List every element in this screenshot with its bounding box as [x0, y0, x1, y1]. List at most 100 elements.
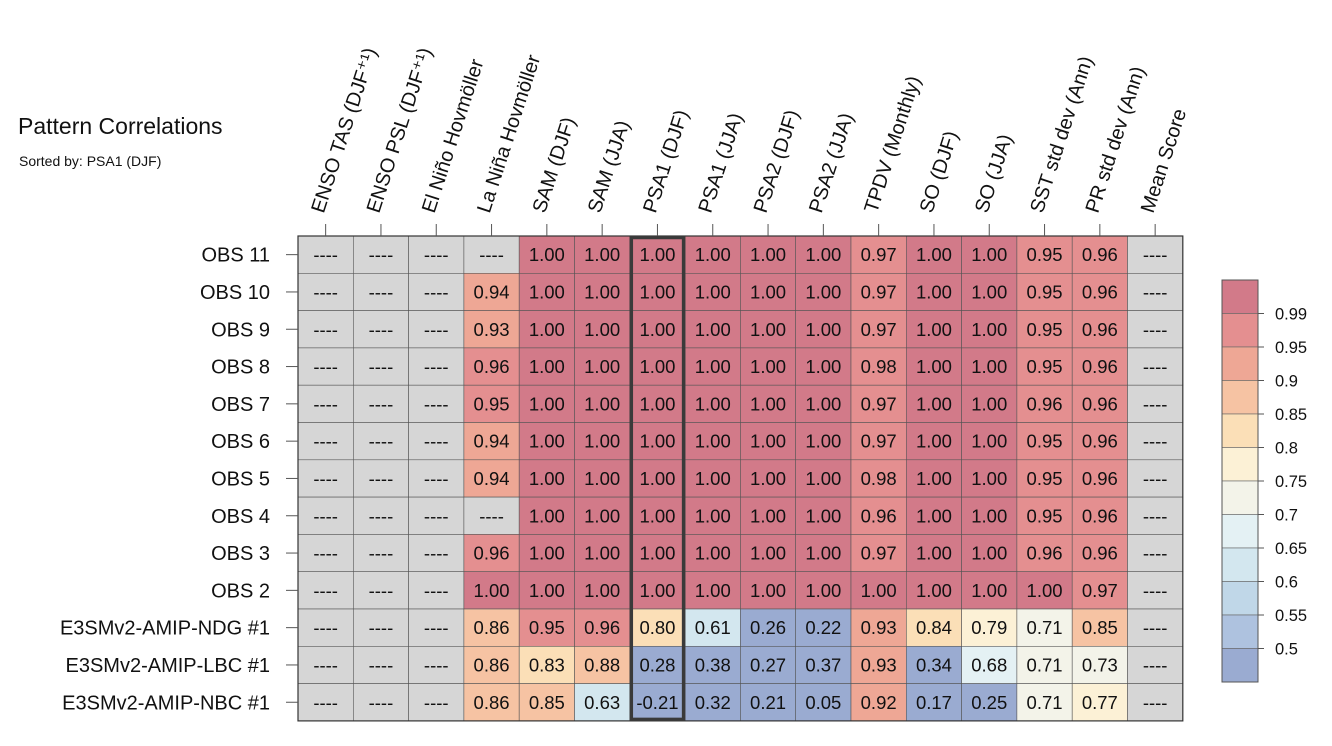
cell-value-label: ----: [424, 393, 449, 414]
cell-value-label: 1.00: [916, 281, 952, 302]
column-label: PSA2 (JJA): [805, 110, 858, 215]
heatmap-cell: [961, 310, 1018, 349]
cell-value-label: ----: [1143, 431, 1168, 452]
colorbar-segment: [1221, 346, 1259, 381]
cell-value-label: 0.32: [695, 692, 731, 713]
heatmap-cell: [1071, 310, 1128, 349]
heatmap-cell: [408, 683, 465, 722]
cell-value-label: 1.00: [695, 468, 731, 489]
cell-value-label: 0.96: [1027, 543, 1063, 564]
cell-value-label: 1.00: [639, 244, 675, 265]
cell-value-label: 0.77: [1082, 692, 1118, 713]
cell-value-label: ----: [424, 505, 449, 526]
heatmap-cell: [905, 422, 962, 461]
cell-value-label: ----: [369, 244, 394, 265]
heatmap-cell: [684, 496, 741, 535]
heatmap-cell: [518, 235, 575, 274]
heatmap-cell: [961, 645, 1018, 684]
cell-value-label: 1.00: [916, 580, 952, 601]
cell-value-label: 1.00: [529, 580, 565, 601]
heatmap-cell: [1016, 534, 1073, 573]
cell-value-label: 1.00: [529, 319, 565, 340]
cell-value-label: 1.00: [750, 244, 786, 265]
heatmap-cell: [961, 571, 1018, 610]
cell-value-label: ----: [1143, 692, 1168, 713]
heatmap-cell: [629, 347, 686, 386]
cell-value-label: 0.97: [861, 393, 897, 414]
cell-value-label: 1.00: [695, 244, 731, 265]
colorbar-segment: [1221, 581, 1259, 616]
sorted-column-highlight: [629, 235, 686, 722]
heatmap-cell: [850, 459, 907, 498]
cell-value-label: ----: [424, 244, 449, 265]
cell-value-label: ----: [1143, 654, 1168, 675]
cell-value-label: ----: [1143, 580, 1168, 601]
heatmap-cell: [408, 496, 465, 535]
cell-value-label: 1.00: [584, 431, 620, 452]
cell-value-label: 1.00: [971, 580, 1007, 601]
cell-value-label: ----: [369, 617, 394, 638]
heatmap-cell: [961, 235, 1018, 274]
cell-value-label: 1.00: [639, 580, 675, 601]
heatmap-cell: [574, 272, 631, 311]
heatmap-cell: [408, 534, 465, 573]
cell-value-label: ----: [1143, 468, 1168, 489]
heatmap-cell: [1016, 496, 1073, 535]
cell-value-label: 0.17: [916, 692, 952, 713]
heatmap-cell: [463, 422, 520, 461]
colorbar-segment: [1221, 380, 1259, 415]
heatmap-cell: [1127, 608, 1184, 647]
cell-value-label: 1.00: [805, 319, 841, 340]
column-label: PSA1 (JJA): [695, 110, 748, 215]
cell-value-label: 1.00: [639, 468, 675, 489]
heatmap-cell: [850, 422, 907, 461]
cell-value-label: 1.00: [695, 580, 731, 601]
cell-value-label: 0.73: [1082, 654, 1118, 675]
heatmap-cell: [905, 571, 962, 610]
heatmap-cell: [961, 347, 1018, 386]
cell-value-label: 1.00: [805, 543, 841, 564]
heatmap-cell: [297, 645, 354, 684]
heatmap-cell: [1071, 459, 1128, 498]
cell-value-label: 1.00: [916, 393, 952, 414]
heatmap-cell: [1016, 384, 1073, 423]
heatmap-cell: [684, 384, 741, 423]
cell-value-label: 1.00: [971, 505, 1007, 526]
colorbar-tick-label: 0.55: [1275, 607, 1307, 625]
cell-value-label: 1.00: [529, 356, 565, 377]
colorbar-tick-label: 0.95: [1275, 339, 1307, 357]
cell-value-label: ----: [369, 505, 394, 526]
cell-value-label: 0.71: [1027, 654, 1063, 675]
cell-value-label: 1.00: [971, 356, 1007, 377]
heatmap-cell: [740, 496, 797, 535]
row-label: OBS 3: [211, 543, 270, 565]
heatmap-cell: [629, 310, 686, 349]
cell-value-label: 0.25: [971, 692, 1007, 713]
heatmap-cell: [297, 608, 354, 647]
heatmap-cell: [795, 534, 852, 573]
cell-value-label: ----: [424, 319, 449, 340]
heatmap-cell: [518, 384, 575, 423]
heatmap-cell: [1071, 384, 1128, 423]
heatmap-cell: [1127, 422, 1184, 461]
cell-value-label: 0.95: [1027, 468, 1063, 489]
row-label: OBS 6: [211, 431, 270, 453]
heatmap-cell: [1016, 683, 1073, 722]
cell-value-label: 1.00: [695, 356, 731, 377]
colorbar-tick-label: 0.7: [1275, 507, 1298, 525]
cell-value-label: 1.00: [584, 393, 620, 414]
cell-value-label: 0.96: [1082, 543, 1118, 564]
cell-value-label: 0.95: [1027, 319, 1063, 340]
cell-value-label: ----: [479, 244, 504, 265]
heatmap-cell: [795, 571, 852, 610]
cell-value-label: 0.96: [474, 543, 510, 564]
cell-value-label: 0.96: [1082, 468, 1118, 489]
column-label: PSA2 (DJF): [750, 107, 804, 215]
cell-value-label: 0.96: [584, 617, 620, 638]
heatmap-cell: [905, 272, 962, 311]
cell-value-label: 1.00: [584, 468, 620, 489]
cell-value-label: ----: [313, 356, 338, 377]
cell-value-label: 1.00: [529, 468, 565, 489]
cell-value-label: 0.92: [861, 692, 897, 713]
heatmap-cell: [352, 422, 409, 461]
